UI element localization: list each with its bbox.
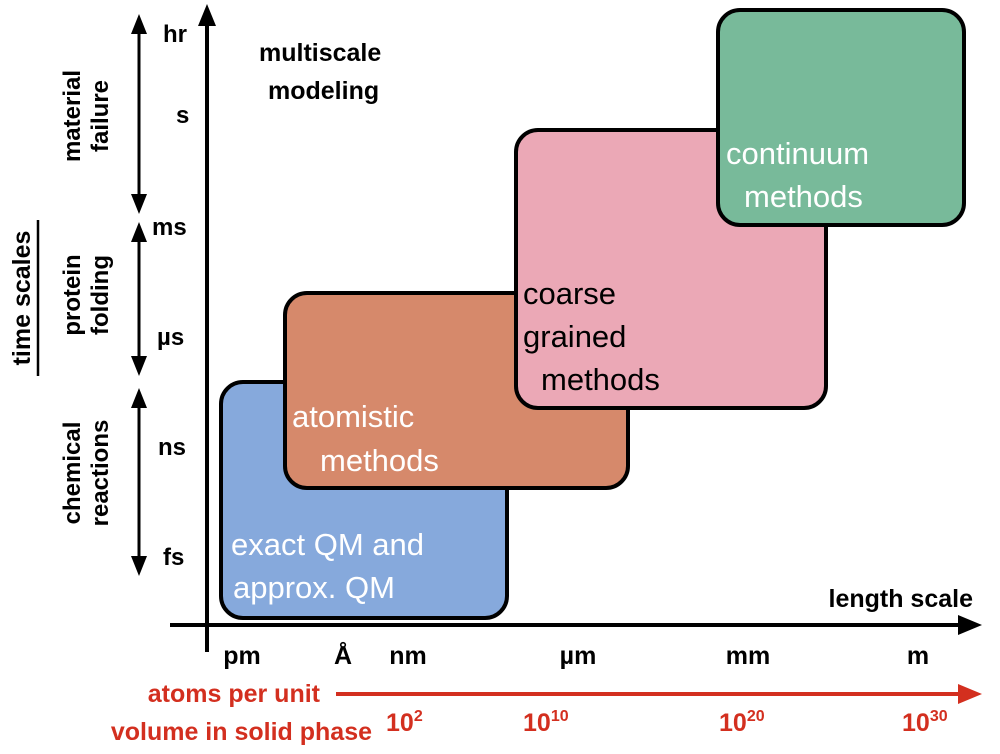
atoms-label-line2: volume in solid phase bbox=[111, 718, 372, 746]
tick-angstrom: Å bbox=[334, 641, 352, 670]
coarse-label-line3: methods bbox=[541, 362, 660, 397]
tick-um: µm bbox=[560, 642, 597, 670]
material-label: material bbox=[59, 70, 86, 162]
tick-nm: nm bbox=[389, 642, 427, 670]
failure-label: failure bbox=[87, 80, 114, 152]
chemical-reactions-arrow bbox=[131, 388, 147, 576]
tick-fs: fs bbox=[163, 544, 184, 571]
x-axis-label: length scale bbox=[829, 585, 974, 613]
tick-mm: mm bbox=[726, 642, 770, 670]
atoms-label-line1: atoms per unit bbox=[148, 680, 321, 708]
coarse-label-line2: grained bbox=[523, 319, 626, 354]
chemical-label: chemical bbox=[59, 422, 86, 525]
protein-folding-arrow bbox=[131, 222, 147, 376]
coarse-label-line1: coarse bbox=[523, 276, 616, 311]
x-axis-arrowhead bbox=[958, 615, 982, 635]
continuum-label-line1: continuum bbox=[726, 136, 869, 171]
reactions-label: reactions bbox=[87, 420, 114, 527]
atoms-tick-1e30: 1030 bbox=[902, 708, 948, 737]
atomistic-label-line2: methods bbox=[320, 443, 439, 478]
y-axis-label: time scales bbox=[8, 231, 36, 366]
tick-hr: hr bbox=[163, 21, 187, 48]
tick-pm: pm bbox=[223, 642, 261, 670]
title-line1: multiscale bbox=[259, 39, 381, 67]
qm-label-line1: exact QM and bbox=[231, 527, 424, 562]
atoms-arrow-head bbox=[958, 684, 982, 704]
continuum-label-line2: methods bbox=[744, 179, 863, 214]
continuum-box bbox=[716, 8, 966, 227]
y-axis-arrowhead bbox=[198, 4, 216, 26]
folding-label: folding bbox=[87, 255, 114, 335]
tick-m: m bbox=[907, 642, 929, 670]
atomistic-label-line1: atomistic bbox=[292, 399, 414, 434]
title-line2: modeling bbox=[268, 77, 379, 105]
atoms-tick-1e20: 1020 bbox=[719, 708, 765, 737]
material-failure-arrow bbox=[131, 14, 147, 214]
qm-label-line2: approx. QM bbox=[233, 570, 395, 605]
tick-ns: ns bbox=[158, 434, 186, 461]
tick-s: s bbox=[176, 102, 189, 129]
tick-us: µs bbox=[157, 324, 184, 351]
atoms-tick-1e2: 102 bbox=[386, 708, 423, 737]
protein-label: protein bbox=[59, 254, 86, 335]
atoms-tick-1e10: 1010 bbox=[523, 708, 569, 737]
tick-ms: ms bbox=[152, 214, 187, 241]
